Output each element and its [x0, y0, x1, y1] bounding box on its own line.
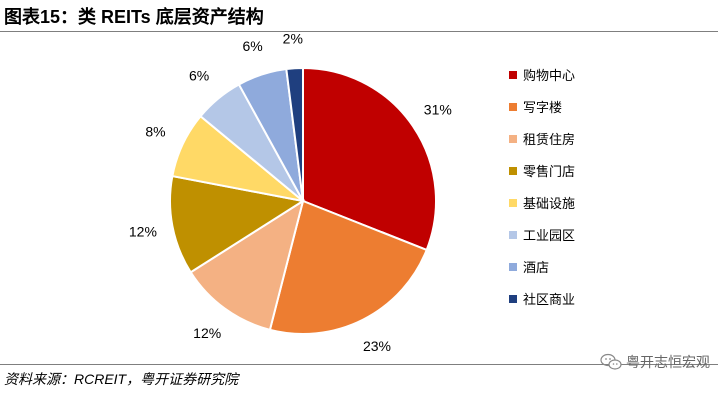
legend-label: 零售门店	[523, 164, 575, 179]
legend-label: 租赁住房	[523, 132, 575, 147]
legend-swatch	[509, 167, 517, 175]
pie-slice	[189, 198, 305, 332]
data-label: 12%	[129, 224, 157, 240]
source-note: 资料来源：RCREIT，粤开证券研究院	[4, 371, 239, 387]
legend-label: 基础设施	[523, 196, 575, 211]
pie-slice	[302, 66, 437, 252]
pie-slices	[169, 66, 437, 335]
data-label: 12%	[193, 325, 221, 341]
watermark-text: 粤开志恒宏观	[626, 354, 710, 370]
legend-label: 购物中心	[523, 68, 575, 83]
legend-label: 酒店	[523, 260, 549, 275]
chart-title: 图表15：类 REITs 底层资产结构	[4, 7, 264, 27]
data-label: 31%	[424, 101, 452, 117]
watermark: 粤开志恒宏观	[600, 352, 710, 372]
legend-swatch	[509, 199, 517, 207]
data-label: 2%	[283, 33, 303, 46]
legend-swatch	[509, 263, 517, 271]
legend-swatch	[509, 231, 517, 239]
pie-slice	[268, 199, 428, 335]
pie-chart: 31% 23% 12% 12% 8% 6% 6% 2% 购物中心写字楼租赁住房零售门店基础设施…	[129, 33, 575, 354]
data-label: 8%	[145, 124, 165, 140]
legend-label: 工业园区	[523, 228, 575, 243]
legend-label: 写字楼	[523, 100, 562, 115]
top-divider	[0, 31, 718, 32]
pie-slice	[169, 174, 306, 274]
pie-data-labels: 31% 23% 12% 12% 8% 6% 6% 2%	[129, 33, 452, 354]
pie-slice	[285, 66, 304, 202]
legend-label: 社区商业	[523, 292, 575, 307]
data-label: 6%	[242, 38, 262, 54]
data-label: 23%	[363, 338, 391, 354]
data-label: 6%	[189, 67, 209, 83]
legend-swatch	[509, 103, 517, 111]
legend-swatch	[509, 135, 517, 143]
wechat-icon	[600, 353, 622, 370]
legend-swatch	[509, 71, 517, 79]
legend-swatch	[509, 295, 517, 303]
bottom-divider	[0, 364, 718, 365]
